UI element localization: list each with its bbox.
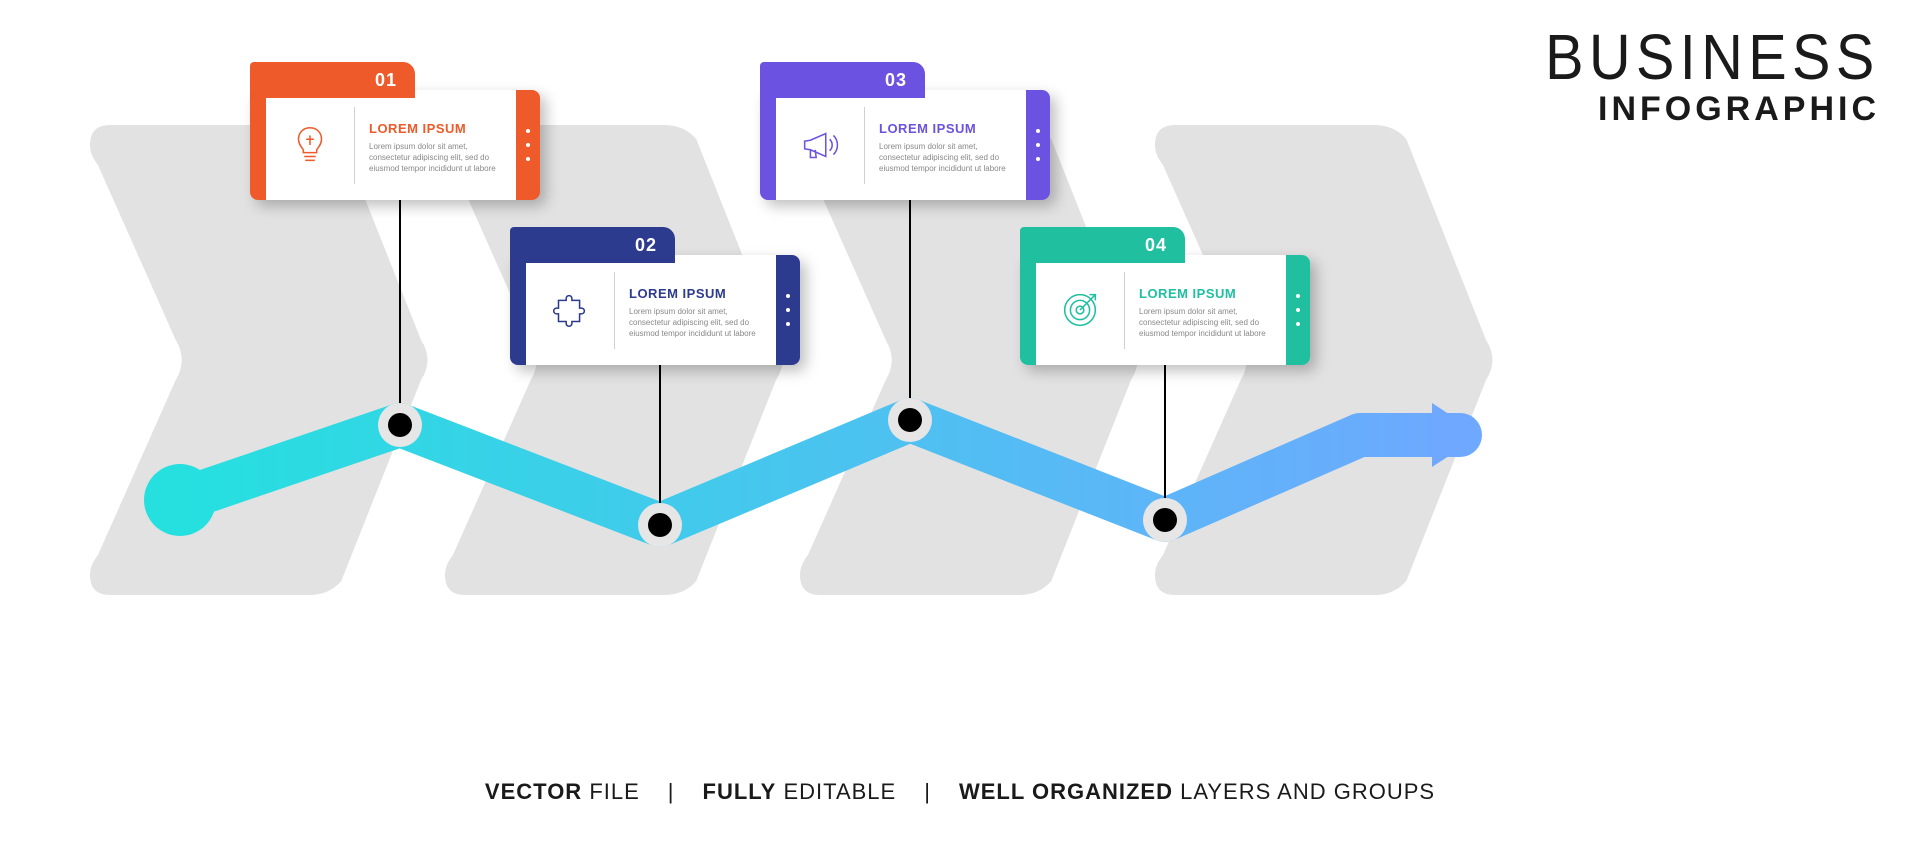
footer-text: FULLY bbox=[703, 779, 777, 804]
footer-text: EDITABLE bbox=[776, 779, 896, 804]
step-heading: LOREM IPSUM bbox=[369, 121, 506, 136]
connector-line bbox=[909, 200, 911, 412]
timeline-node bbox=[888, 398, 932, 442]
rail-dot bbox=[1036, 129, 1040, 133]
connector-line bbox=[1164, 365, 1166, 512]
connector-line bbox=[399, 200, 401, 418]
timeline-node bbox=[638, 503, 682, 547]
step-right-rail bbox=[1286, 255, 1310, 365]
step-number: 01 bbox=[375, 70, 397, 91]
footer-text: VECTOR bbox=[485, 779, 582, 804]
footer-line: VECTOR FILE | FULLY EDITABLE | WELL ORGANIZE… bbox=[0, 779, 1920, 805]
connector-line bbox=[659, 365, 661, 517]
step-left-stripe bbox=[760, 90, 776, 200]
step-text: Lorem ipsum dolor sit amet, consectetur … bbox=[1139, 307, 1276, 339]
step-card: 04 LOREM IPSUM Lorem ipsum dolor sit ame… bbox=[1020, 255, 1310, 365]
rail-dot bbox=[786, 294, 790, 298]
step-body: LOREM IPSUM Lorem ipsum dolor sit amet, … bbox=[355, 90, 516, 200]
step-text: Lorem ipsum dolor sit amet, consectetur … bbox=[879, 142, 1016, 174]
step-heading: LOREM IPSUM bbox=[879, 121, 1016, 136]
rail-dot bbox=[526, 157, 530, 161]
step-heading: LOREM IPSUM bbox=[629, 286, 766, 301]
step-right-rail bbox=[776, 255, 800, 365]
footer-text: FILE bbox=[582, 779, 640, 804]
timeline-node-core bbox=[1153, 508, 1177, 532]
step-left-stripe bbox=[1020, 255, 1036, 365]
step-left-stripe bbox=[250, 90, 266, 200]
step-left-stripe bbox=[510, 255, 526, 365]
timeline-node-core bbox=[648, 513, 672, 537]
timeline-node-core bbox=[898, 408, 922, 432]
rail-dot bbox=[1296, 322, 1300, 326]
lightbulb-icon bbox=[266, 90, 354, 200]
footer-separator: | bbox=[668, 779, 675, 804]
step-number: 02 bbox=[635, 235, 657, 256]
step-card: 01 LOREM IPSUM Lorem ipsum dolor sit ame… bbox=[250, 90, 540, 200]
rail-dot bbox=[786, 322, 790, 326]
rail-dot bbox=[1296, 294, 1300, 298]
title-secondary: INFOGRAPHIC bbox=[1598, 90, 1880, 129]
infographic-canvas: BUSINESS INFOGRAPHIC 01 LOREM IPSUM Lore… bbox=[0, 0, 1920, 845]
step-right-rail bbox=[1026, 90, 1050, 200]
footer-text: WELL ORGANIZED bbox=[959, 779, 1173, 804]
step-tab: 04 bbox=[1020, 227, 1185, 263]
step-right-rail bbox=[516, 90, 540, 200]
step-text: Lorem ipsum dolor sit amet, consectetur … bbox=[629, 307, 766, 339]
rail-dot bbox=[786, 308, 790, 312]
step-text: Lorem ipsum dolor sit amet, consectetur … bbox=[369, 142, 506, 174]
step-tab: 01 bbox=[250, 62, 415, 98]
rail-dot bbox=[526, 143, 530, 147]
timeline-node-core bbox=[388, 413, 412, 437]
target-icon bbox=[1036, 255, 1124, 365]
step-body: LOREM IPSUM Lorem ipsum dolor sit amet, … bbox=[865, 90, 1026, 200]
step-body: LOREM IPSUM Lorem ipsum dolor sit amet, … bbox=[1125, 255, 1286, 365]
megaphone-icon bbox=[776, 90, 864, 200]
rail-dot bbox=[1296, 308, 1300, 312]
footer-separator: | bbox=[924, 779, 931, 804]
rail-dot bbox=[526, 129, 530, 133]
footer-text: LAYERS AND GROUPS bbox=[1173, 779, 1435, 804]
step-number: 03 bbox=[885, 70, 907, 91]
step-card: 03 LOREM IPSUM Lorem ipsum dolor sit ame… bbox=[760, 90, 1050, 200]
step-body: LOREM IPSUM Lorem ipsum dolor sit amet, … bbox=[615, 255, 776, 365]
rail-dot bbox=[1036, 157, 1040, 161]
step-tab: 03 bbox=[760, 62, 925, 98]
step-heading: LOREM IPSUM bbox=[1139, 286, 1276, 301]
timeline-node bbox=[378, 403, 422, 447]
step-tab: 02 bbox=[510, 227, 675, 263]
timeline-node bbox=[1143, 498, 1187, 542]
rail-dot bbox=[1036, 143, 1040, 147]
title-primary: BUSINESS bbox=[1546, 20, 1880, 94]
step-card: 02 LOREM IPSUM Lorem ipsum dolor sit ame… bbox=[510, 255, 800, 365]
step-number: 04 bbox=[1145, 235, 1167, 256]
puzzle-icon bbox=[526, 255, 614, 365]
